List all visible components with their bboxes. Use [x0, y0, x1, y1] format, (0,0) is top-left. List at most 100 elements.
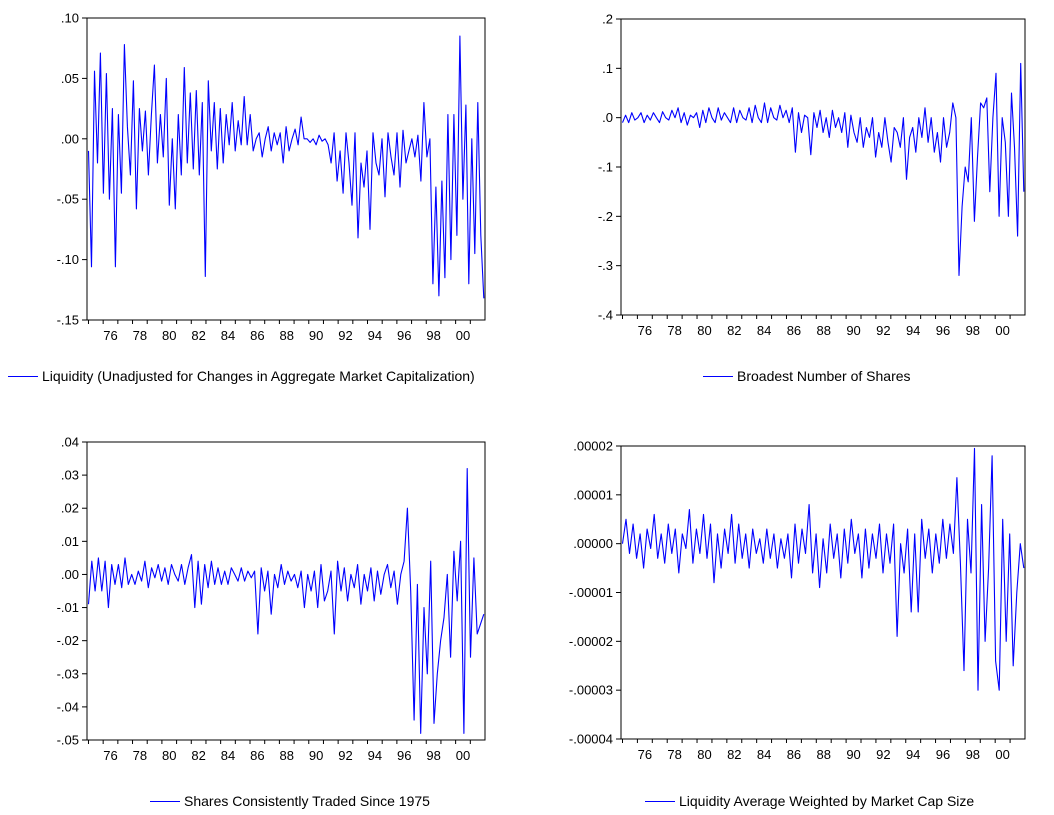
x-tick-label: 96 [397, 748, 411, 763]
x-tick-label: 86 [787, 747, 801, 762]
series-line [621, 62, 1025, 277]
x-tick-label: 94 [906, 747, 920, 762]
y-tick-label: .2 [602, 12, 613, 27]
legend-swatch [150, 800, 180, 802]
x-tick-label: 94 [368, 328, 382, 343]
x-tick-label: 00 [456, 748, 470, 763]
x-tick-label: 90 [309, 328, 323, 343]
y-tick-label: -.04 [57, 699, 79, 714]
x-tick-label: 78 [667, 323, 681, 338]
x-tick-label: 88 [279, 748, 293, 763]
y-tick-label: .0 [602, 110, 613, 125]
legend-swatch [645, 800, 675, 802]
legend-shares-consistently-traded: Shares Consistently Traded Since 1975 [150, 793, 430, 809]
y-tick-label: -.05 [57, 733, 79, 748]
y-tick-label: .05 [61, 71, 79, 86]
x-tick-label: 86 [250, 748, 264, 763]
x-tick-label: 00 [995, 747, 1009, 762]
legend-label: Shares Consistently Traded Since 1975 [184, 793, 430, 809]
y-tick-label: .00002 [573, 439, 613, 454]
legend-swatch [8, 375, 38, 377]
x-tick-label: 76 [103, 748, 117, 763]
x-tick-label: 84 [221, 748, 235, 763]
x-tick-label: 98 [966, 323, 980, 338]
y-tick-label: .03 [61, 468, 79, 483]
legend-swatch [703, 375, 733, 377]
y-tick-label: -.00002 [569, 634, 613, 649]
y-tick-label: .04 [61, 435, 79, 450]
y-tick-label: -.00003 [569, 683, 613, 698]
x-tick-label: 82 [191, 328, 205, 343]
x-tick-label: 84 [757, 323, 771, 338]
y-tick-label: .01 [61, 534, 79, 549]
plot-frame [86, 17, 486, 321]
x-tick-label: 80 [162, 748, 176, 763]
x-tick-label: 82 [191, 748, 205, 763]
x-tick-label: 90 [846, 747, 860, 762]
x-tick-label: 80 [162, 328, 176, 343]
y-tick-label: -.05 [57, 192, 79, 207]
y-tick-label: -.1 [598, 160, 613, 175]
x-tick-label: 86 [250, 328, 264, 343]
x-tick-label: 76 [103, 328, 117, 343]
legend-label: Broadest Number of Shares [737, 368, 911, 384]
x-tick-label: 00 [456, 328, 470, 343]
x-tick-label: 92 [876, 747, 890, 762]
legend-broadest-shares: Broadest Number of Shares [703, 368, 911, 384]
plot-frame [620, 18, 1026, 316]
chart-panel-shares-consistently-traded: .04 .03 .02 .01 .00 -.01 -.02 -.03 -.04 -.05 76 78 8… [57, 435, 486, 763]
y-tick-label: .00 [61, 131, 79, 146]
x-tick-label: 94 [906, 323, 920, 338]
x-tick-label: 82 [727, 323, 741, 338]
x-tick-label: 82 [727, 747, 741, 762]
x-tick-label: 92 [338, 748, 352, 763]
x-tick-label: 86 [787, 323, 801, 338]
y-tick-label: .1 [602, 61, 613, 76]
series-line [621, 447, 1025, 691]
y-tick-label: -.2 [598, 209, 613, 224]
x-tick-label: 94 [368, 748, 382, 763]
series-line [87, 35, 485, 299]
x-tick-label: 96 [397, 328, 411, 343]
x-tick-label: 78 [133, 748, 147, 763]
x-tick-label: 78 [667, 747, 681, 762]
x-tick-label: 96 [936, 747, 950, 762]
legend-liquidity-weighted: Liquidity Average Weighted by Market Cap… [645, 793, 974, 809]
x-tick-label: 84 [221, 328, 235, 343]
x-tick-label: 80 [697, 747, 711, 762]
y-tick-label: -.3 [598, 258, 613, 273]
chart-panel-liquidity-unadjusted: .10 .05 .00 -.05 -.10 -.15 76 78 80 82 84 86 88 90 92 9… [57, 11, 486, 343]
y-tick-label: -.00001 [569, 585, 613, 600]
x-tick-label: 90 [309, 748, 323, 763]
x-tick-label: 88 [817, 747, 831, 762]
x-tick-label: 88 [817, 323, 831, 338]
plot-frame [86, 441, 486, 741]
y-tick-label: .10 [61, 11, 79, 26]
y-tick-label: -.10 [57, 252, 79, 267]
y-tick-label: -.03 [57, 666, 79, 681]
y-tick-label: .00001 [573, 487, 613, 502]
x-tick-label: 98 [426, 328, 440, 343]
x-tick-label: 98 [426, 748, 440, 763]
chart-panel-liquidity-weighted: .00002 .00001 .00000 -.00001 -.00002 -.00003 -… [569, 439, 1026, 762]
x-tick-label: 92 [876, 323, 890, 338]
y-tick-label: .00 [61, 567, 79, 582]
x-tick-label: 90 [846, 323, 860, 338]
legend-label: Liquidity Average Weighted by Market Cap… [679, 793, 975, 809]
chart-panel-broadest-shares: .2 .1 .0 -.1 -.2 -.3 -.4 76 78 80 82 84 86 88 90 92 94 96… [598, 12, 1026, 338]
y-tick-label: -.02 [57, 633, 79, 648]
legend-liquidity-unadjusted: Liquidity (Unadjusted for Changes in Agg… [8, 368, 475, 384]
y-tick-label: -.01 [57, 600, 79, 615]
y-tick-label: .00000 [573, 536, 613, 551]
y-tick-label: -.15 [57, 313, 79, 328]
y-tick-label: -.4 [598, 308, 613, 323]
plot-frame [620, 445, 1026, 740]
x-tick-label: 00 [995, 323, 1009, 338]
x-tick-label: 98 [966, 747, 980, 762]
y-tick-label: .02 [61, 501, 79, 516]
x-tick-label: 96 [936, 323, 950, 338]
series-line [87, 467, 485, 734]
legend-label: Liquidity (Unadjusted for Changes in Agg… [42, 368, 475, 384]
x-tick-label: 88 [279, 328, 293, 343]
x-tick-label: 78 [133, 328, 147, 343]
